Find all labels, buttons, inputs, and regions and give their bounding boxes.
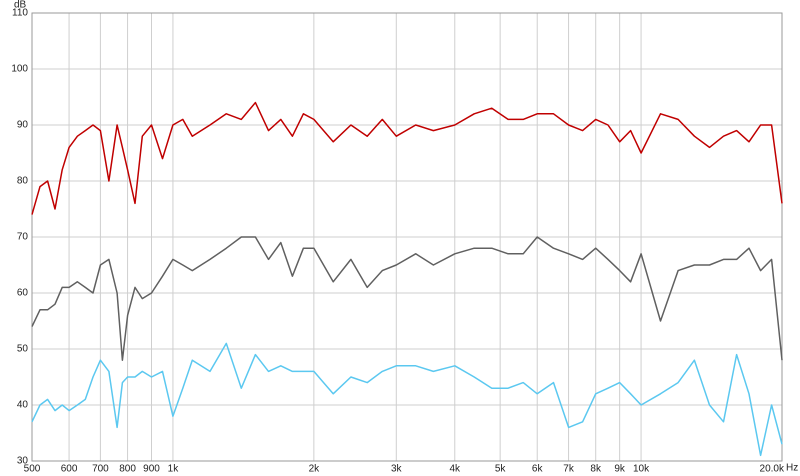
x-tick-label: 20.0k [760,464,785,475]
y-tick-label: 40 [17,400,29,411]
series-line [31,342,783,457]
x-tick-label: 3k [391,464,403,475]
y-tick-label: 70 [17,232,29,243]
x-tick-label: 7k [563,464,575,475]
series-line [31,236,783,361]
x-tick-label: 1k [168,464,180,475]
plot-frame [31,12,783,462]
x-tick-label: 2k [309,464,321,475]
x-axis-label: Hz [786,463,798,474]
x-tick-label: 900 [143,464,160,475]
x-tick-label: 600 [61,464,78,475]
y-tick-label: 110 [12,8,28,19]
x-tick-label: 8k [590,464,602,475]
x-tick-label: 10k [633,464,650,475]
x-tick-label: 5k [495,464,507,475]
x-tick-label: 800 [119,464,136,475]
y-tick-label: 90 [17,120,29,131]
x-tick-label: 500 [24,464,41,475]
x-tick-label: 6k [532,464,544,475]
series-line [31,101,783,215]
x-tick-label: 4k [449,464,461,475]
y-tick-label: 60 [17,288,29,299]
y-axis-label: dB [14,0,27,11]
y-tick-label: 50 [17,344,29,355]
y-tick-label: 80 [17,176,29,187]
y-tick-label: 30 [17,456,29,467]
x-tick-label: 700 [92,464,109,475]
y-tick-label: 100 [11,64,28,75]
x-tick-label: 9k [614,464,626,475]
